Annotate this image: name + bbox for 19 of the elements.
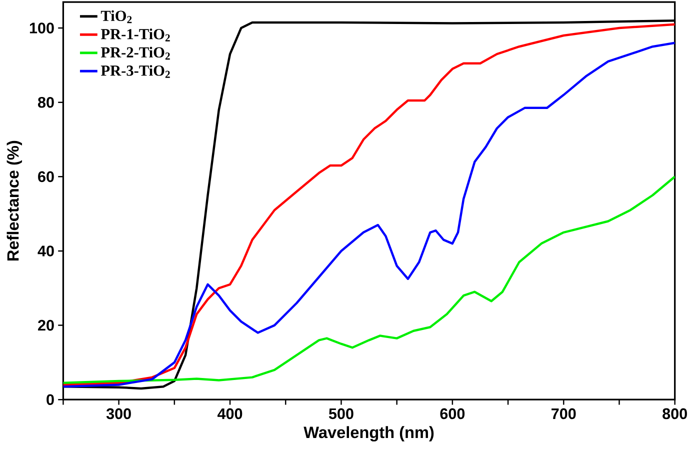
x-tick-label: 700	[552, 408, 576, 420]
x-tick-label: 300	[106, 408, 131, 420]
y-axis-title: Reflectance (%)	[6, 141, 22, 261]
legend-label: PR-3-TiO$_{2}$	[100, 65, 170, 78]
legend-label: PR-2-TiO$_{2}$	[100, 46, 170, 60]
y-tick-label: 80	[38, 97, 54, 108]
x-tick-label: 800	[662, 408, 687, 420]
y-tick-label: 20	[38, 320, 54, 331]
x-tick-label: 600	[440, 408, 465, 420]
legend-label: PR-1-TiO$_{2}$	[100, 28, 170, 42]
x-tick-label: 500	[328, 408, 354, 420]
y-tick-label: 60	[38, 171, 54, 182]
y-tick-label: 40	[38, 246, 54, 257]
y-tick-label: 100	[30, 22, 54, 34]
line-series	[63, 176, 675, 384]
legend-label: TiO$_{2}$	[100, 10, 132, 24]
x-tick-label: 400	[217, 408, 242, 420]
y-tick-label: 0	[46, 394, 54, 406]
x-axis-title: Wavelength (nm)	[304, 426, 434, 442]
